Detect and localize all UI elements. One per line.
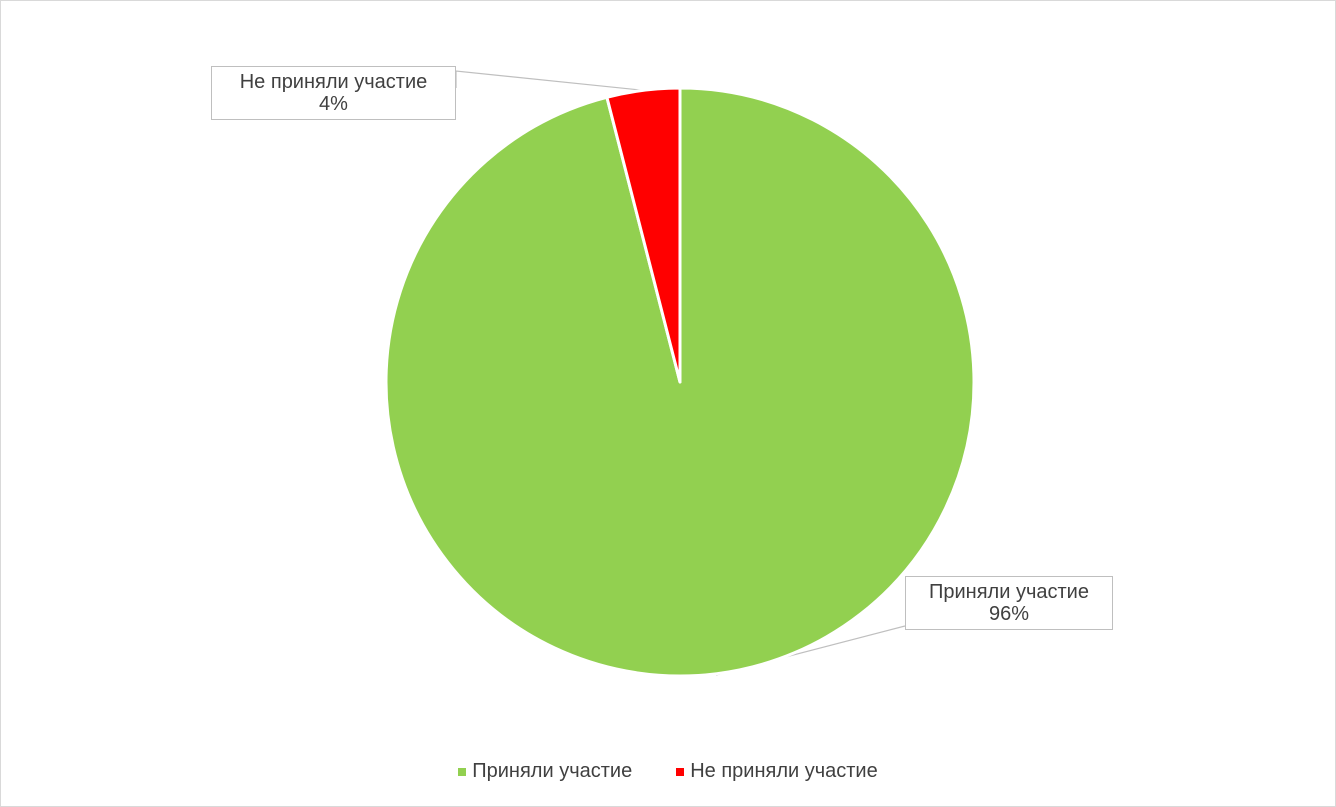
leader-line-1 <box>455 70 644 91</box>
legend-swatch-green <box>458 767 467 776</box>
data-label-name: Не приняли участие <box>239 71 428 93</box>
data-label-value: 4% <box>319 93 348 115</box>
data-label-participated: Приняли участие 96% <box>905 576 1113 630</box>
data-label-name: Приняли участие <box>929 581 1089 603</box>
legend-label: Приняли участие <box>472 760 633 782</box>
data-label-not-participated: Не приняли участие 4% <box>211 66 456 120</box>
legend: Приняли участие Не приняли участие <box>0 760 1336 783</box>
pie-slice-1 <box>605 86 682 384</box>
legend-swatch-red <box>676 767 685 776</box>
data-label-value: 96% <box>988 603 1030 625</box>
legend-label: Не приняли участие <box>690 760 878 782</box>
pie-slices <box>384 86 976 678</box>
legend-item-not-participated: Не приняли участие <box>676 760 878 783</box>
legend-item-participated: Приняли участие <box>458 760 632 783</box>
